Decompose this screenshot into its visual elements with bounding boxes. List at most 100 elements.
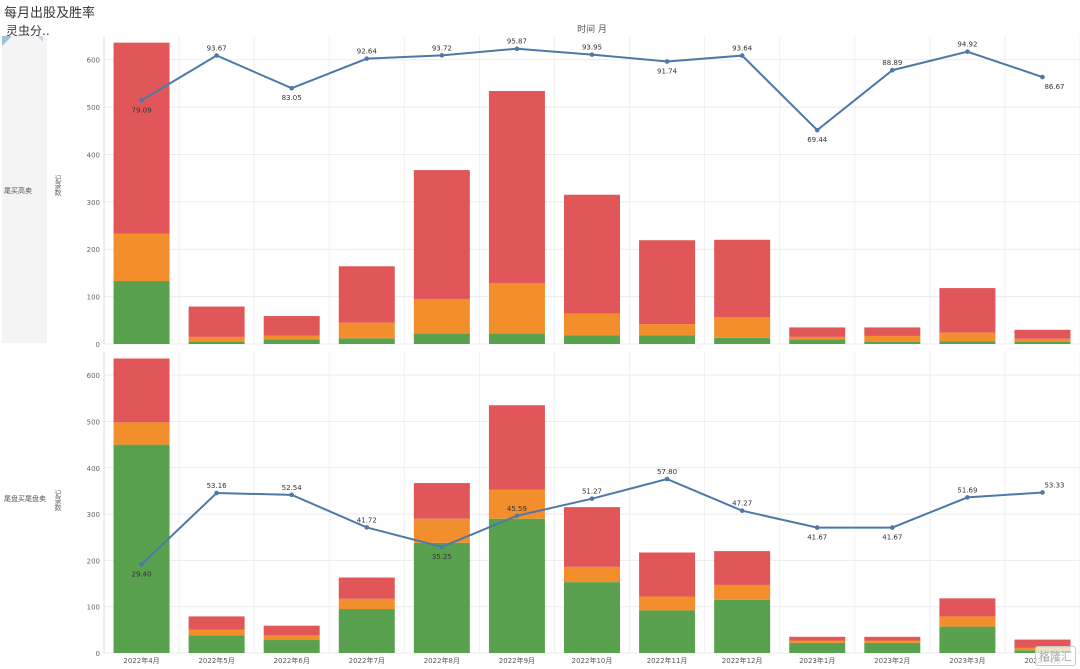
x-tick-label: 2022年8月 bbox=[424, 656, 460, 665]
bar-green bbox=[864, 642, 921, 653]
y-tick-label: 300 bbox=[87, 511, 100, 519]
bar-green bbox=[488, 518, 545, 653]
bar-orange bbox=[1014, 338, 1071, 342]
bar-orange bbox=[639, 596, 696, 611]
bar-green bbox=[789, 339, 846, 344]
bar-red bbox=[413, 170, 470, 299]
y-tick-label: 500 bbox=[87, 418, 100, 426]
bar-red bbox=[113, 42, 170, 234]
win-rate-point bbox=[289, 492, 294, 498]
win-rate-point bbox=[664, 59, 670, 64]
x-tick-label: 2023年2月 bbox=[874, 656, 910, 665]
win-rate-point bbox=[439, 53, 445, 58]
bar-red bbox=[714, 239, 771, 317]
win-rate-label: 57.80 bbox=[657, 468, 677, 476]
bar-orange bbox=[564, 313, 620, 336]
win-rate-point bbox=[139, 98, 144, 103]
bar-red bbox=[188, 616, 245, 630]
x-tick-label: 2022年10月 bbox=[572, 656, 613, 665]
bar-red bbox=[488, 405, 545, 490]
bar-green bbox=[564, 582, 620, 653]
bar-orange bbox=[939, 332, 996, 342]
bar-green bbox=[789, 642, 846, 653]
y-tick-label: 600 bbox=[87, 57, 100, 65]
bar-red bbox=[864, 327, 921, 336]
bar-orange bbox=[188, 336, 245, 342]
win-rate-label: 83.05 bbox=[282, 94, 302, 102]
x-tick-label: 2023年3月 bbox=[949, 656, 985, 665]
x-tick-label: 2023年1月 bbox=[799, 656, 835, 665]
bar-orange bbox=[714, 584, 771, 600]
win-rate-label: 91.74 bbox=[657, 67, 678, 75]
watermark: 格隆汇 bbox=[1035, 646, 1076, 666]
bar-green bbox=[864, 341, 921, 344]
win-rate-label: 93.95 bbox=[582, 44, 602, 52]
win-rate-point bbox=[589, 52, 595, 57]
bar-orange bbox=[338, 598, 395, 610]
y-axis-title-2: 记录数 bbox=[54, 490, 62, 511]
bar-red bbox=[864, 636, 921, 641]
bar-orange bbox=[789, 640, 846, 643]
bar-orange bbox=[488, 283, 545, 334]
bar-red bbox=[639, 552, 696, 597]
win-rate-label: 51.27 bbox=[582, 488, 602, 496]
win-rate-point bbox=[139, 562, 144, 567]
bar-orange bbox=[263, 635, 320, 641]
row-panel-selected[interactable] bbox=[2, 36, 47, 343]
bar-orange bbox=[714, 316, 771, 338]
y-tick-label: 100 bbox=[87, 604, 100, 612]
y-axis-title-1: 记录数 bbox=[54, 175, 62, 196]
win-rate-label: 47.27 bbox=[732, 500, 752, 508]
y-tick-label: 200 bbox=[87, 246, 100, 254]
row-label-1[interactable]: 尾买高卖 bbox=[4, 187, 32, 195]
bar-green bbox=[1014, 341, 1071, 344]
x-tick-label: 2022年12月 bbox=[722, 656, 763, 665]
win-rate-point bbox=[289, 85, 294, 91]
bar-green bbox=[714, 599, 771, 653]
win-rate-point bbox=[739, 508, 745, 514]
bar-red bbox=[113, 358, 170, 423]
win-rate-point bbox=[664, 476, 670, 482]
bar-orange bbox=[338, 322, 395, 339]
bar-red bbox=[188, 306, 245, 337]
win-rate-label: 79.09 bbox=[132, 106, 152, 114]
y-tick-label: 300 bbox=[87, 199, 100, 207]
win-rate-point bbox=[514, 513, 520, 519]
filter-label[interactable]: 灵虫分.. bbox=[6, 24, 50, 38]
bar-green bbox=[338, 609, 395, 653]
bar-green bbox=[939, 626, 996, 653]
bar-orange bbox=[564, 566, 620, 583]
win-rate-point bbox=[1040, 74, 1045, 80]
bar-green bbox=[188, 635, 245, 653]
win-rate-label: 93.64 bbox=[732, 45, 753, 53]
bar-red bbox=[1014, 329, 1071, 339]
bar-red bbox=[564, 507, 620, 567]
win-rate-label: 41.67 bbox=[882, 534, 902, 542]
x-tick-label: 2022年9月 bbox=[499, 656, 535, 665]
win-rate-label: 92.64 bbox=[357, 48, 378, 56]
bar-orange bbox=[789, 336, 846, 340]
y-tick-label: 200 bbox=[87, 557, 100, 565]
win-rate-label: 53.33 bbox=[1044, 481, 1064, 489]
bar-red bbox=[338, 266, 395, 323]
bar-green bbox=[413, 542, 470, 653]
win-rate-label: 93.72 bbox=[432, 44, 452, 52]
x-tick-label: 2022年6月 bbox=[274, 656, 310, 665]
bar-red bbox=[789, 636, 846, 641]
bar-orange bbox=[263, 335, 320, 340]
win-rate-point bbox=[890, 67, 895, 73]
win-rate-label: 45.59 bbox=[507, 505, 527, 513]
win-rate-point bbox=[1040, 490, 1045, 495]
win-rate-label: 41.72 bbox=[357, 516, 377, 524]
bar-green bbox=[488, 333, 545, 344]
bar-red bbox=[564, 194, 620, 314]
y-tick-label: 0 bbox=[96, 650, 100, 658]
row-label-2[interactable]: 尾盘买尾盘卖 bbox=[4, 495, 46, 503]
bar-green bbox=[564, 335, 620, 344]
bar-red bbox=[639, 240, 696, 325]
win-rate-point bbox=[214, 490, 219, 496]
win-rate-point bbox=[814, 127, 820, 133]
win-rate-point bbox=[739, 53, 745, 58]
bar-orange bbox=[939, 616, 996, 627]
